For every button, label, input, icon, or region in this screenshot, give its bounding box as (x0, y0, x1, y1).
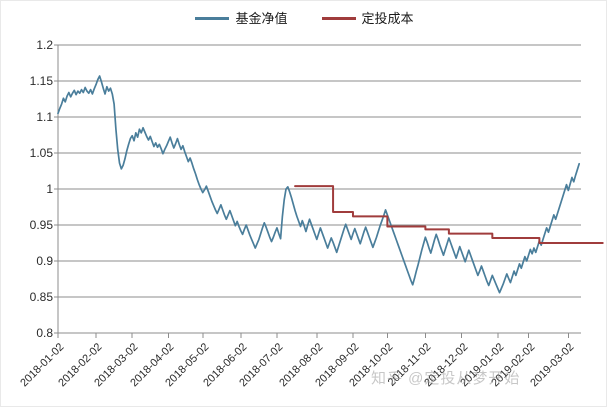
y-axis-tick-label: 0.8 (36, 326, 53, 340)
legend-swatch-fund-nav (195, 16, 230, 20)
y-axis-tick-label: 1.2 (36, 38, 53, 52)
legend-label-fund-nav: 基金净值 (235, 10, 288, 26)
y-axis-tick-label: 1.05 (29, 146, 53, 160)
y-axis-ticks (54, 44, 58, 334)
gridlines (58, 44, 581, 334)
y-axis-tick-label: 0.85 (29, 290, 53, 304)
series-line-fund-nav (57, 75, 581, 294)
legend-entry-investment-cost[interactable]: 定投成本 (321, 10, 414, 26)
y-axis-tick-label: 0.95 (29, 218, 53, 232)
y-axis-tick-label: 1.15 (29, 74, 53, 88)
y-axis-tick-label: 1.1 (36, 110, 53, 124)
x-axis-ticks (57, 333, 569, 338)
chart-legend: 基金净值 定投成本 (1, 5, 606, 31)
y-axis-tick-label: 1 (46, 182, 53, 196)
y-axis-labels: 1.2 1.15 1.1 1.05 1 0.95 0.9 0.85 0.8 (1, 1, 53, 406)
legend-entry-fund-nav[interactable]: 基金净值 (195, 10, 288, 26)
y-axis-tick-label: 0.9 (36, 254, 53, 268)
legend-label-investment-cost: 定投成本 (361, 10, 414, 26)
legend-swatch-investment-cost (321, 16, 356, 20)
series-line-investment-cost (294, 185, 604, 244)
